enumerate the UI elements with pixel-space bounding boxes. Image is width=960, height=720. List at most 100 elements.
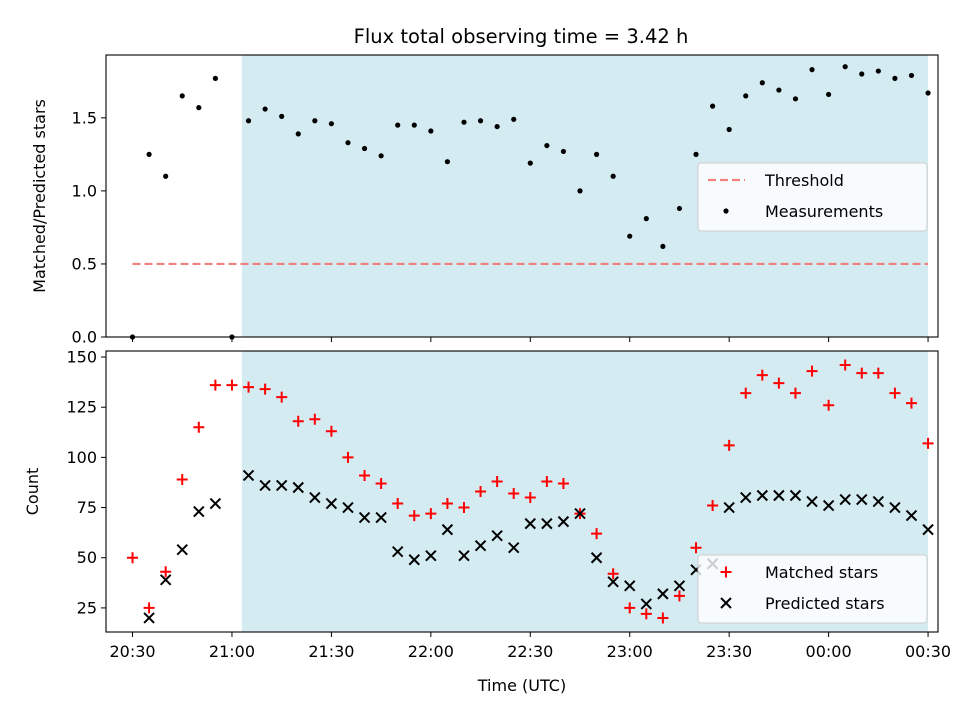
matched-star-point [723, 439, 735, 451]
matched-star-point [359, 469, 371, 481]
predicted-star-point [756, 489, 769, 502]
matched-star-point [408, 510, 420, 522]
measurement-point [726, 126, 732, 133]
predicted-star-point [143, 612, 155, 624]
matched-star-point [292, 415, 304, 427]
matched-star-point [193, 421, 205, 433]
x-axis-label: Time (UTC) [477, 676, 566, 695]
predicted-star-point [408, 554, 420, 566]
measurement-point [328, 121, 335, 127]
y-tick-label: 0.0 [72, 328, 97, 347]
predicted-star-point [375, 511, 387, 524]
predicted-star-point [773, 489, 785, 502]
matched-star-point [889, 387, 901, 399]
matched-star-point [806, 365, 818, 377]
matched-star-point [591, 528, 603, 540]
matched-star-point [441, 498, 453, 510]
predicted-star-point [872, 495, 885, 508]
predicted-star-point [342, 501, 354, 514]
measurement-point [792, 96, 799, 102]
y-axis-label: Matched/Predicted stars [30, 99, 49, 293]
matched-star-point [673, 590, 685, 602]
matched-star-point [740, 387, 752, 399]
legend-label: Measurements [765, 202, 883, 221]
predicted-star-point [491, 529, 503, 542]
predicted-star-point [259, 479, 271, 492]
y-tick-label: 0.5 [72, 254, 97, 273]
matched-star-point [143, 602, 155, 614]
matched-star-point [160, 566, 172, 578]
measurement-point [759, 80, 765, 86]
predicted-star-point [657, 588, 669, 600]
predicted-star-point [209, 497, 222, 510]
matched-star-point [425, 508, 437, 520]
predicted-star-point [822, 499, 835, 512]
measurement-point [477, 118, 484, 124]
predicted-star-point [441, 523, 454, 536]
measurement-point [245, 118, 252, 124]
measurement-point [593, 151, 600, 157]
chart-title: Flux total observing time = 3.42 h [354, 25, 689, 48]
measurement-point [859, 71, 865, 77]
measurement-point [378, 153, 384, 159]
matched-star-point [756, 369, 768, 381]
plot-area [127, 359, 934, 624]
predicted-star-point [524, 517, 536, 530]
x-tick-label: 23:00 [607, 642, 653, 661]
measurement-point [163, 173, 169, 179]
matched-star-point [176, 473, 188, 485]
predicted-star-point [673, 580, 686, 592]
measurement-point [660, 243, 666, 250]
predicted-star-point [789, 489, 802, 502]
measurement-point [892, 75, 898, 81]
measurement-point [262, 106, 268, 112]
measurement-point [345, 140, 351, 146]
measurement-point [494, 123, 500, 130]
predicted-star-point [806, 495, 818, 508]
predicted-star-point [425, 550, 437, 562]
measurement-point [544, 142, 550, 149]
matched-star-point [905, 397, 917, 409]
legend-label: Threshold [764, 171, 844, 190]
measurement-point [643, 216, 649, 222]
measurement-point [709, 103, 716, 109]
matched-star-point [508, 488, 520, 500]
matched-star-point [309, 413, 321, 425]
predicted-star-point [856, 493, 868, 506]
top-panel: 0.0 0.5 1.0 1.5 Matched/Predicted stars Thres… [30, 54, 939, 347]
measurement-point [428, 128, 434, 134]
predicted-star-point [889, 501, 901, 514]
x-tick-label: 00:00 [806, 642, 852, 661]
predicted-star-point [292, 481, 304, 494]
measurement-point [577, 188, 583, 194]
legend: Matched stars Predicted stars [697, 554, 928, 624]
measurement-point [196, 105, 202, 111]
plot-area [129, 64, 931, 340]
measurement-point [842, 64, 848, 70]
predicted-star-point [624, 580, 636, 592]
predicted-star-point [474, 539, 487, 552]
matched-star-point [226, 379, 238, 391]
measurement-point [908, 72, 915, 79]
matched-star-point [491, 475, 503, 487]
measurement-point [676, 205, 683, 212]
matched-star-point [392, 498, 404, 510]
measurement-point [925, 90, 931, 96]
measurement-point [511, 116, 517, 122]
matched-star-point [690, 542, 702, 554]
legend: Threshold Measurements [697, 162, 928, 232]
predicted-star-point [839, 493, 851, 506]
predicted-star-point [590, 552, 603, 564]
measurement-point [809, 67, 815, 73]
y-tick-label: 1.5 [72, 108, 97, 127]
x-tick-label: 22:30 [507, 642, 553, 661]
measurement-point [279, 113, 285, 119]
matched-star-point [342, 451, 354, 463]
measurement-point [395, 122, 401, 128]
predicted-star-point [159, 574, 172, 586]
measurement-point [295, 131, 301, 137]
predicted-star-point [275, 479, 288, 492]
matched-star-point [541, 475, 553, 487]
y-tick-label: 125 [66, 398, 97, 417]
